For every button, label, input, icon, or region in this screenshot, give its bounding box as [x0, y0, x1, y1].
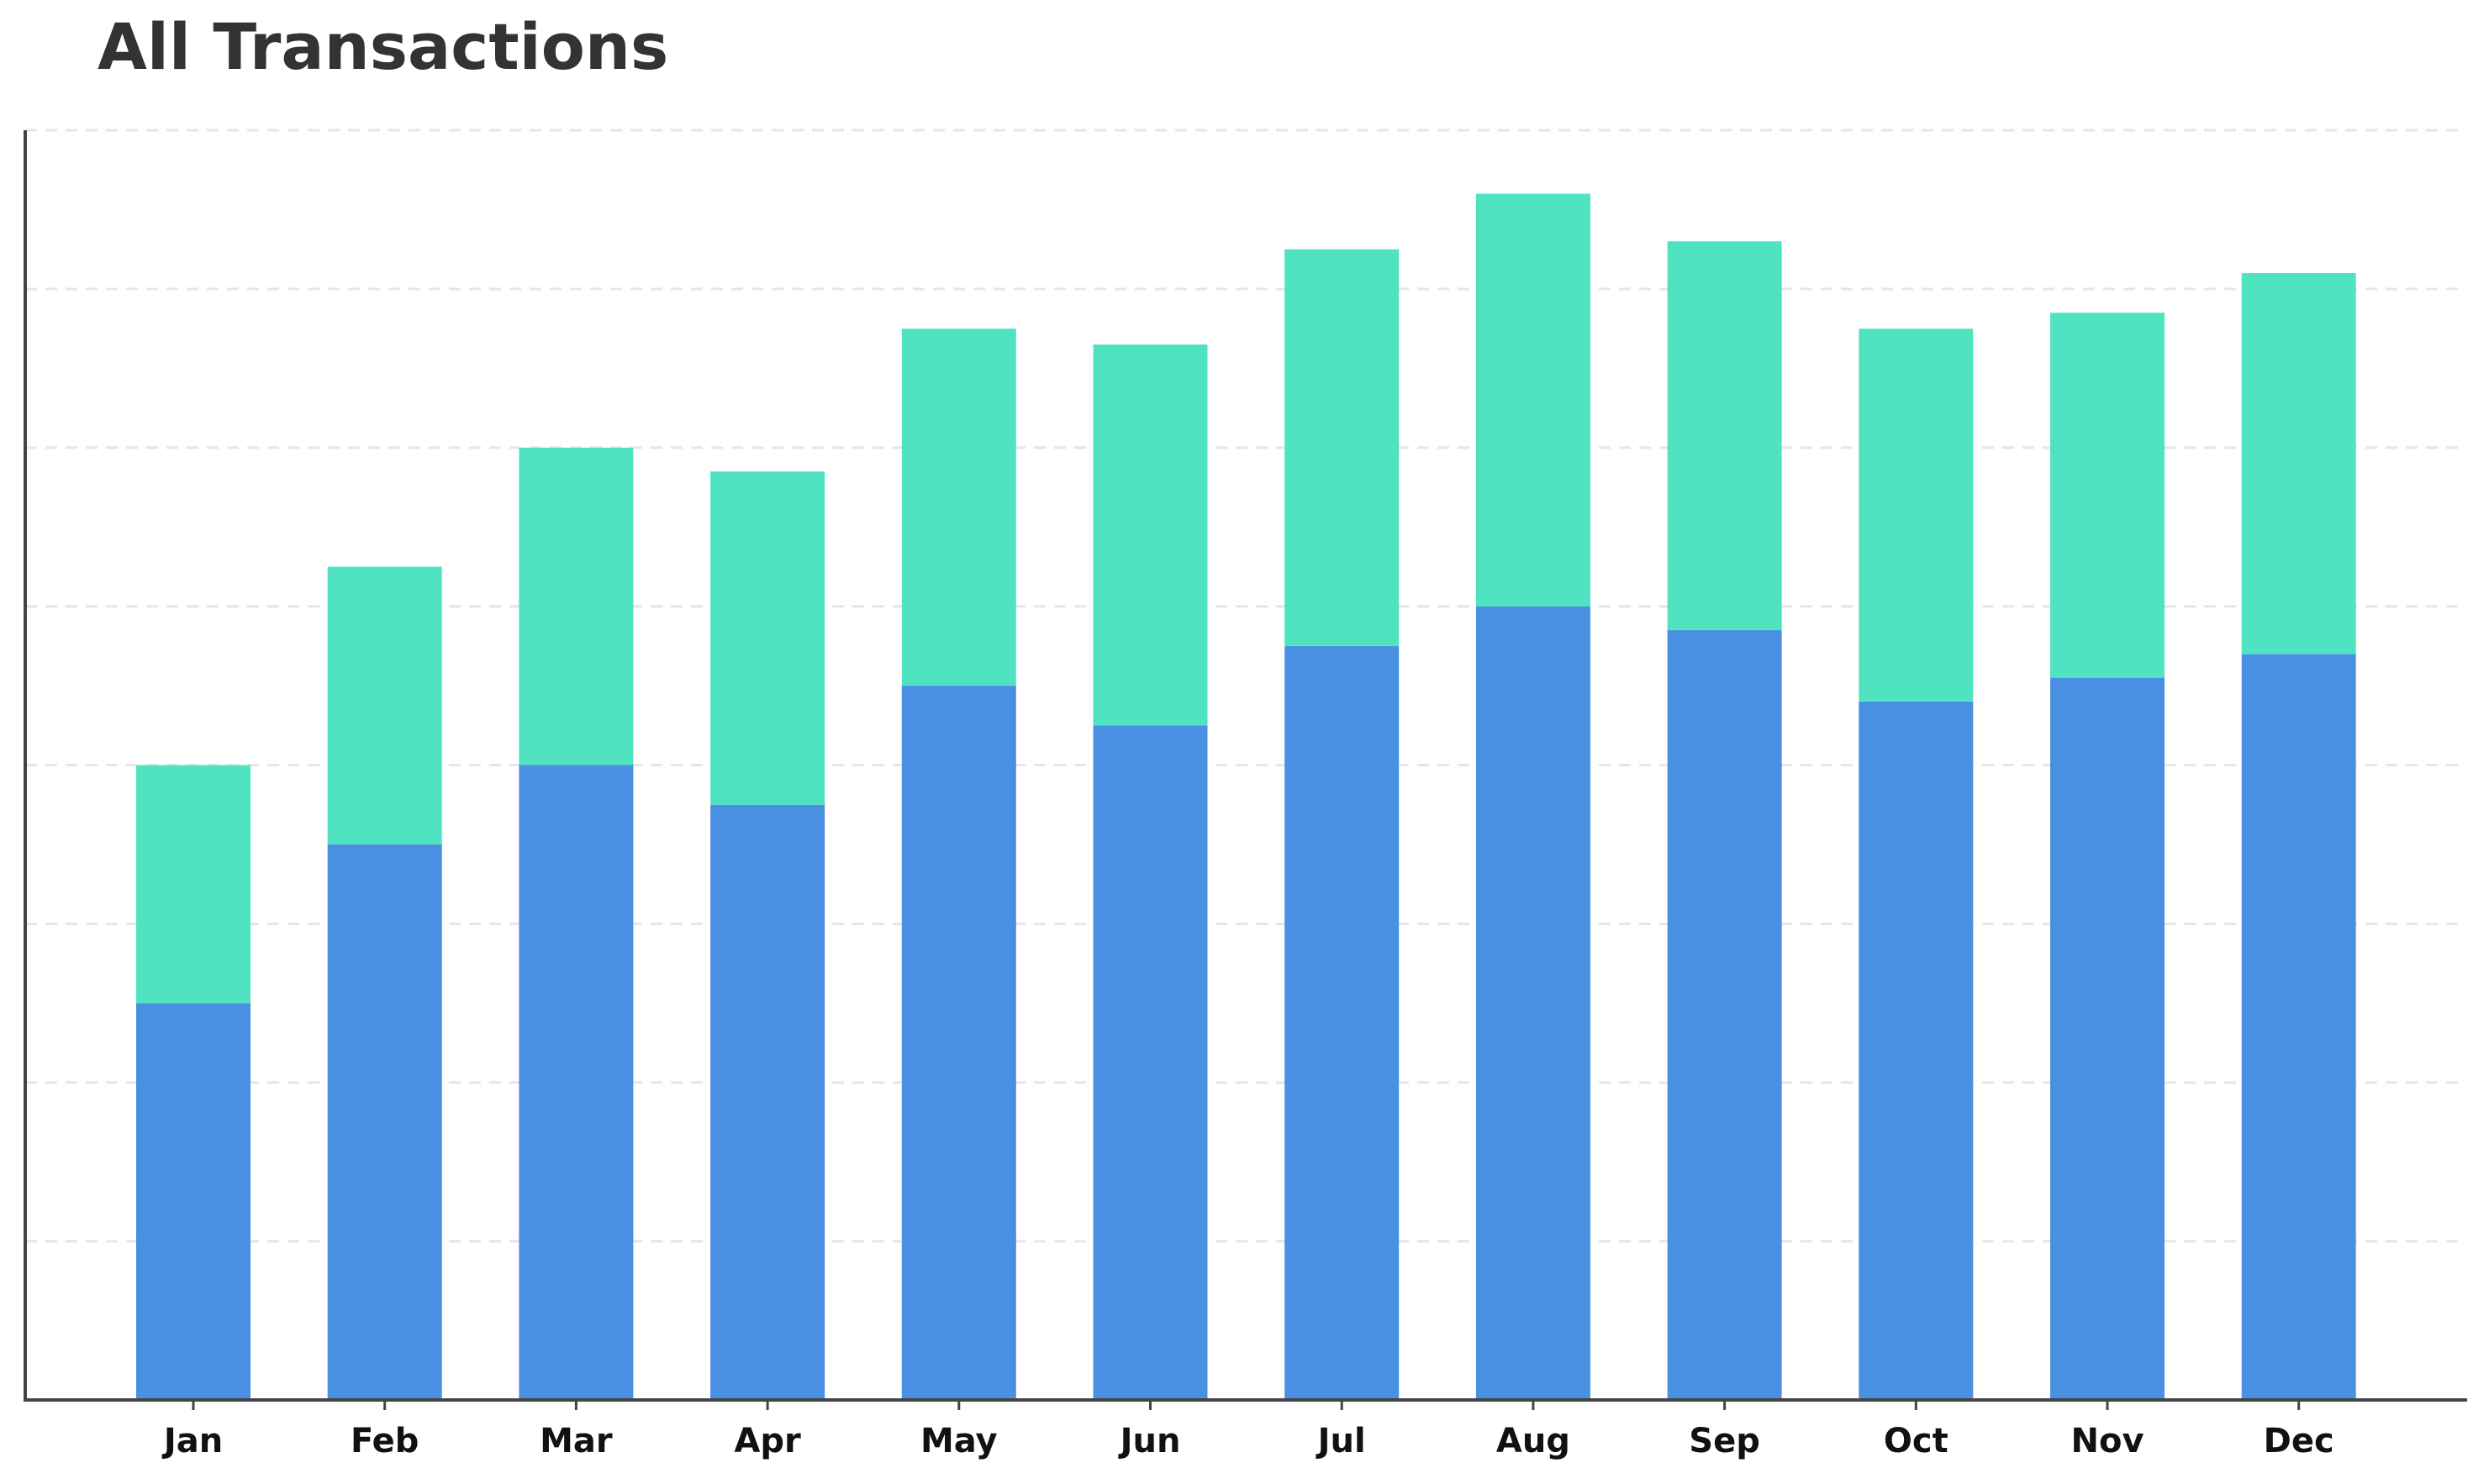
- axes: [24, 130, 2467, 1402]
- bar-aug-segment-2: [1475, 193, 1590, 607]
- bar-oct-segment-2: [1859, 329, 1974, 702]
- bar-mar-segment-1: [519, 765, 634, 1400]
- bars: [136, 193, 2356, 1400]
- bar-apr-segment-1: [710, 804, 825, 1400]
- x-tick-label-jan: Jan: [161, 1422, 223, 1460]
- bar-jun-segment-2: [1093, 344, 1208, 726]
- bar-dec-segment-1: [2241, 654, 2356, 1400]
- x-tick-label-feb: Feb: [351, 1422, 419, 1460]
- bar-nov-segment-1: [2050, 677, 2165, 1400]
- bar-feb-segment-2: [327, 566, 442, 845]
- x-tick-label-may: May: [920, 1422, 998, 1460]
- bar-mar-segment-2: [519, 447, 634, 766]
- chart-title: All Transactions: [98, 9, 669, 84]
- x-tick-label-mar: Mar: [540, 1422, 613, 1460]
- bar-jun-segment-1: [1093, 725, 1208, 1400]
- x-tick-label-oct: Oct: [1884, 1422, 1948, 1460]
- x-axis-ticks: Jan Feb Mar Apr May Jun Jul Aug Sep Oct Nov Dec: [161, 1400, 2334, 1460]
- x-tick-label-jul: Jul: [1316, 1422, 1366, 1460]
- bar-oct-segment-1: [1859, 701, 1974, 1400]
- bar-jul-segment-2: [1284, 249, 1400, 646]
- bar-jul-segment-1: [1284, 645, 1400, 1400]
- bar-nov-segment-2: [2050, 313, 2165, 678]
- bar-may-segment-2: [901, 329, 1016, 687]
- bar-jan-segment-1: [136, 1002, 250, 1400]
- bar-sep-segment-1: [1667, 629, 1782, 1400]
- bar-feb-segment-1: [327, 844, 442, 1400]
- x-tick-label-apr: Apr: [734, 1422, 801, 1460]
- bar-aug-segment-1: [1475, 606, 1590, 1400]
- bar-sep-segment-2: [1667, 241, 1782, 630]
- bar-may-segment-1: [901, 686, 1016, 1400]
- bar-jan-segment-2: [136, 765, 250, 1003]
- bar-dec-segment-2: [2241, 272, 2356, 655]
- x-tick-label-nov: Nov: [2070, 1422, 2144, 1460]
- x-tick-label-sep: Sep: [1689, 1422, 1760, 1460]
- bar-apr-segment-2: [710, 471, 825, 805]
- x-tick-label-dec: Dec: [2264, 1422, 2334, 1460]
- x-tick-label-aug: Aug: [1496, 1422, 1570, 1460]
- x-tick-label-jun: Jun: [1118, 1422, 1181, 1460]
